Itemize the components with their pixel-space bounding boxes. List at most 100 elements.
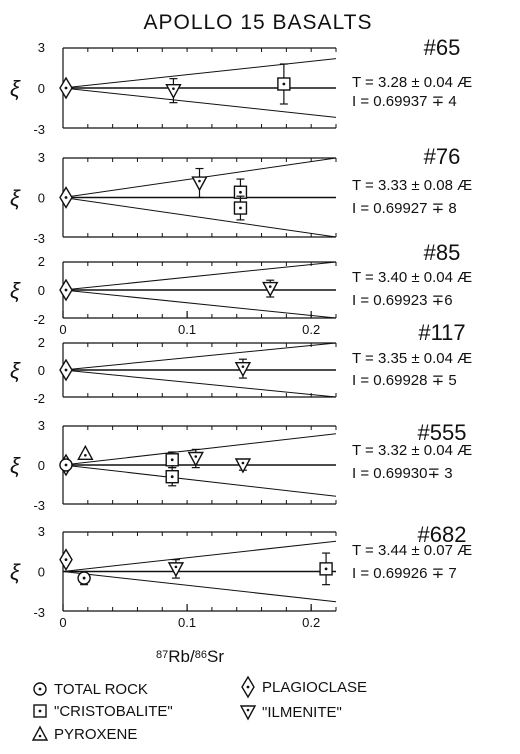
- initial-ratio-label: I = 0.69926 ∓ 7: [352, 565, 457, 582]
- data-point-triangle-down: [234, 361, 252, 378]
- initial-ratio-label: I = 0.69937 ∓ 4: [352, 93, 457, 110]
- y-tick-label: -2: [33, 312, 45, 327]
- age-label: T = 3.44 ± 0.07 Æ: [352, 542, 472, 559]
- envelope-upper: [62, 342, 337, 371]
- data-point-square-dot: [324, 567, 328, 571]
- y-tick-label: 0: [38, 191, 45, 206]
- legend-label: PLAGIOCLASE: [262, 679, 367, 696]
- age-label: T = 3.32 ± 0.04 Æ: [352, 442, 472, 459]
- x-axis-sup-2: 86: [195, 649, 207, 661]
- chart-title: APOLLO 15 BASALTS: [143, 11, 372, 34]
- data-point-triangle-up: [77, 444, 94, 460]
- panel-1: 3 0 -3 ξ #65 T = 3.28 ± 0.04 Æ I = 0.69937 ∓ 4: [10, 35, 472, 137]
- y-axis-label: ξ: [10, 358, 21, 383]
- x-axis-main-1: Rb/: [168, 647, 195, 666]
- y-tick-label: -2: [33, 391, 45, 406]
- sample-label: #65: [424, 35, 461, 60]
- envelope-lower: [62, 197, 337, 238]
- data-point-square-dot: [170, 458, 174, 462]
- legend-item-circle: TOTAL ROCK: [33, 681, 148, 698]
- legend-label: PYROXENE: [54, 726, 137, 743]
- data-point-circle-dot: [64, 463, 68, 467]
- initial-ratio-label: I = 0.69928 ∓ 5: [352, 372, 457, 389]
- legend-label: "CRISTOBALITE": [54, 703, 173, 720]
- data-point-triangle-down-dot: [174, 565, 178, 569]
- data-point-triangle-up-dot: [84, 454, 87, 457]
- x-tick-label: 0.1: [178, 322, 196, 337]
- envelope-lower: [62, 289, 337, 319]
- data-point-triangle-down-dot: [268, 285, 272, 288]
- envelope-upper: [62, 58, 337, 89]
- envelope-upper: [62, 540, 337, 572]
- legend-symbol-triangle-up: [31, 725, 49, 741]
- data-point-triangle-down-dot: [241, 461, 245, 465]
- data-point-square-dot: [239, 206, 242, 210]
- y-tick-label: 0: [38, 565, 45, 580]
- y-tick-label: 3: [38, 524, 45, 539]
- data-point-triangle-down-dot: [194, 455, 198, 458]
- y-tick-label: -3: [33, 231, 45, 246]
- y-tick-label: 3: [38, 418, 45, 433]
- legend-symbol-triangle-down-dot: [246, 708, 250, 712]
- y-tick-label: 3: [38, 150, 45, 165]
- x-tick-label: 0.2: [302, 615, 320, 630]
- data-point-triangle-down-dot: [198, 179, 201, 183]
- legend-item-square: "CRISTOBALITE": [33, 703, 173, 720]
- x-tick-label: 0: [59, 322, 66, 337]
- x-axis-title: 87Rb/86Sr: [156, 647, 224, 666]
- y-axis-label: ξ: [10, 453, 21, 478]
- envelope-lower: [62, 87, 337, 118]
- data-point-triangle-down: [234, 458, 252, 474]
- age-label: T = 3.33 ± 0.08 Æ: [352, 177, 472, 194]
- age-label: T = 3.40 ± 0.04 Æ: [352, 269, 472, 286]
- legend-label: "ILMENITE": [262, 704, 342, 721]
- y-axis-label: ξ: [10, 560, 21, 585]
- y-tick-label: 3: [38, 40, 45, 55]
- legend-symbol-square-dot: [38, 709, 42, 713]
- envelope-upper: [62, 261, 337, 291]
- data-point-diamond-dot: [64, 86, 68, 90]
- envelope-lower: [62, 369, 337, 398]
- envelope-lower: [62, 571, 337, 603]
- legend-item-triangle-up: PYROXENE: [31, 725, 137, 743]
- legend: TOTAL ROCK PLAGIOCLASE "CRISTOBALITE" "ILME…: [31, 675, 367, 743]
- y-tick-label: -3: [33, 498, 45, 513]
- y-tick-label: 0: [38, 283, 45, 298]
- initial-ratio-label: I = 0.69923 ∓6: [352, 292, 453, 309]
- legend-symbol-diamond-dot: [246, 685, 250, 689]
- legend-label: TOTAL ROCK: [54, 681, 148, 698]
- data-point-diamond-dot: [64, 196, 68, 199]
- sample-label: #85: [424, 240, 461, 265]
- legend-symbol-circle-dot: [38, 687, 42, 691]
- data-point-square-dot: [239, 190, 242, 194]
- y-axis-label: ξ: [10, 76, 21, 101]
- panel-2: 3 0 -3 ξ #76 T = 3.33 ± 0.08 Æ I = 0.69927 ∓ 8: [10, 144, 472, 246]
- sample-label: #555: [418, 420, 467, 445]
- data-point-diamond-dot: [64, 368, 68, 372]
- sample-label: #682: [418, 522, 467, 547]
- x-axis-sup-1: 87: [156, 649, 168, 661]
- data-point-square-dot: [170, 475, 174, 479]
- legend-symbol-triangle-up-dot: [38, 734, 42, 738]
- legend-item-diamond: PLAGIOCLASE: [241, 675, 367, 699]
- y-tick-label: -3: [33, 122, 45, 137]
- data-point-diamond-dot: [64, 288, 68, 292]
- y-tick-label: 0: [38, 458, 45, 473]
- age-label: T = 3.35 ± 0.04 Æ: [352, 350, 472, 367]
- initial-ratio-label: I = 0.69930∓ 3: [352, 465, 453, 482]
- x-axis-label: 87Rb/86Sr: [156, 647, 224, 666]
- y-tick-label: 0: [38, 81, 45, 96]
- panel-3: 2 0 -2 ξ 0 0.1 0.2 #85 T = 3.40 ± 0.04 Æ I = 0.69…: [10, 240, 472, 337]
- data-point-triangle-down: [165, 83, 182, 100]
- legend-item-triangle-down: "ILMENITE": [239, 704, 342, 721]
- age-label: T = 3.28 ± 0.04 Æ: [352, 74, 472, 91]
- data-point-triangle-down: [191, 176, 208, 192]
- data-point-square-dot: [282, 82, 286, 86]
- data-point-circle-dot: [82, 576, 86, 580]
- data-point-triangle-down: [167, 562, 185, 578]
- y-axis-label: ξ: [10, 278, 21, 303]
